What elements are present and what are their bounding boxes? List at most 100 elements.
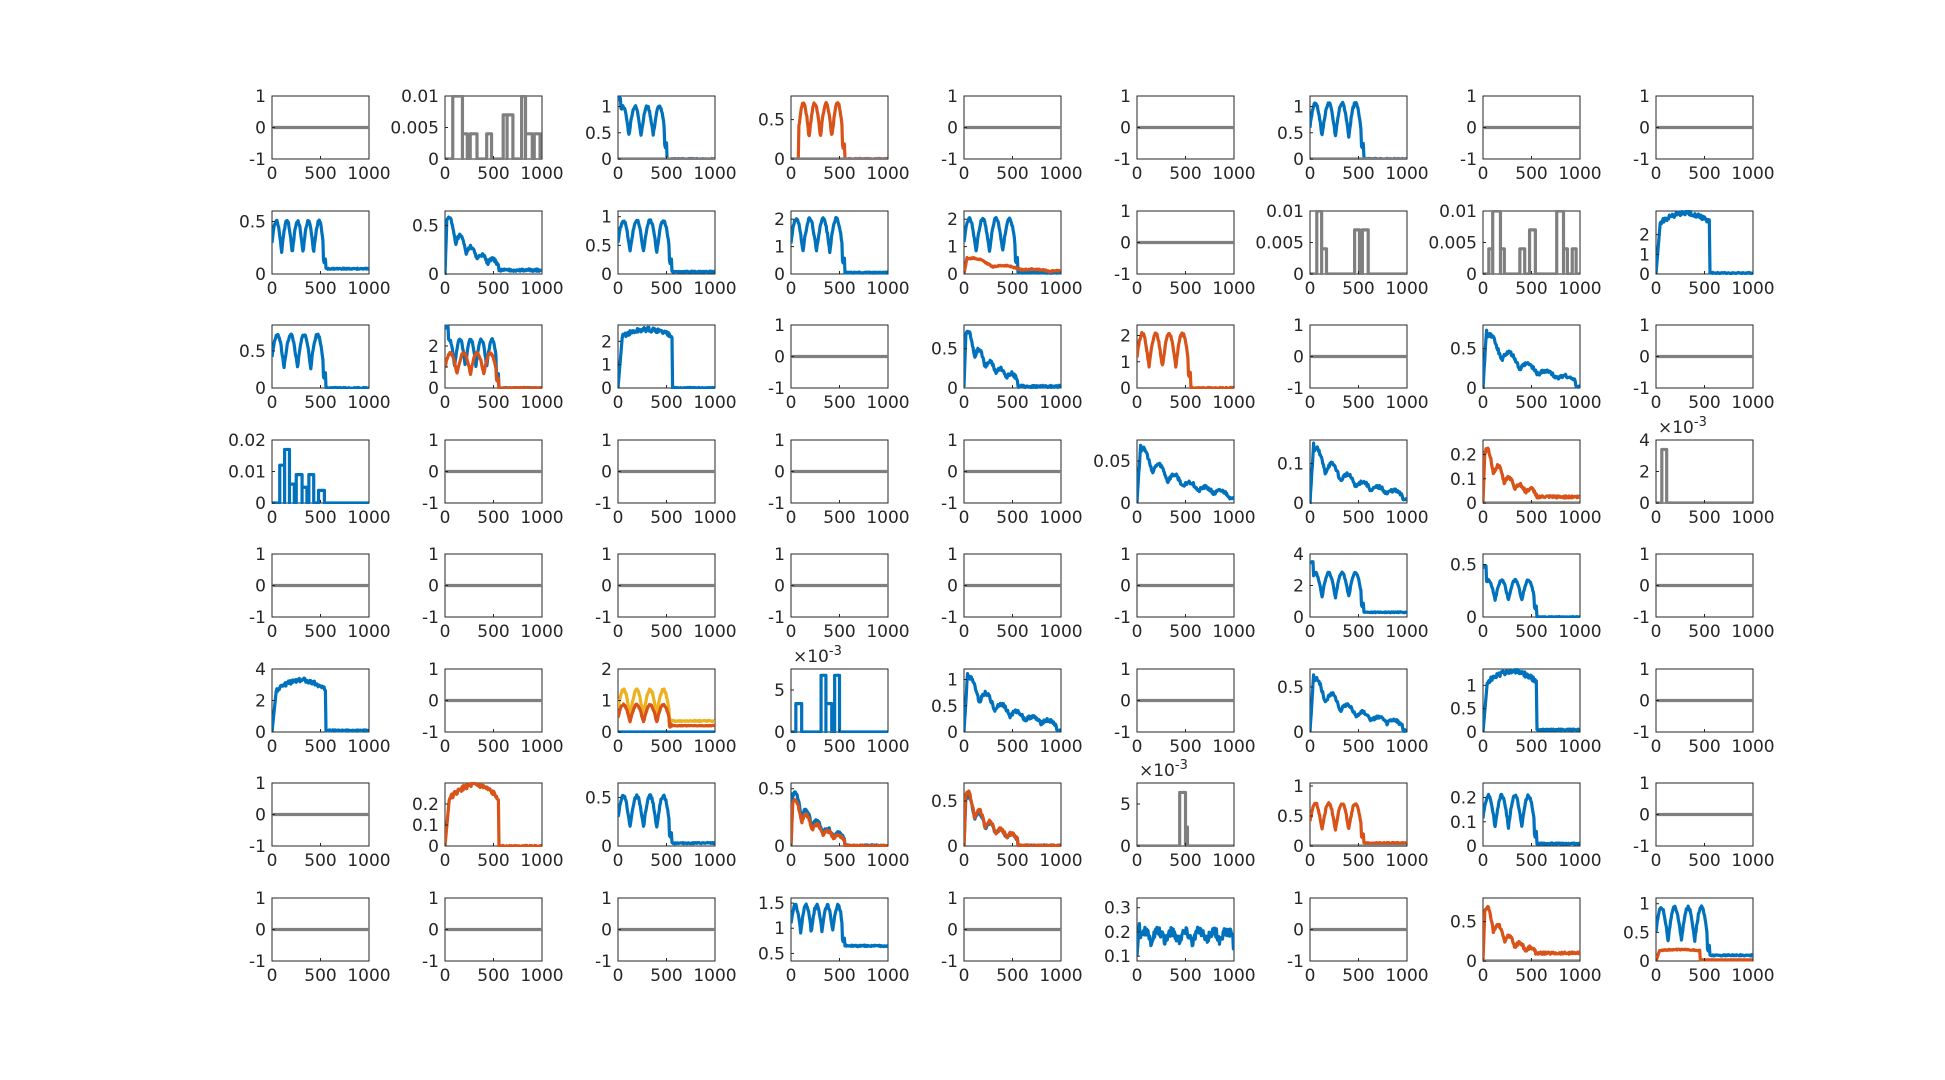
x-tick-label: 500 <box>823 279 855 299</box>
y-tick-label: 1 <box>1639 316 1650 336</box>
series-line-blue <box>1483 668 1580 733</box>
x-tick-label: 1000 <box>1385 966 1428 986</box>
subplot-r7-c5: 0 500 1000 0 0.5 <box>931 782 1083 871</box>
y-tick-label: -1 <box>768 608 785 628</box>
subplot-r6-c9: 0 500 1000-101 <box>1633 660 1775 757</box>
series-line-blue <box>1483 564 1580 618</box>
series-line-orange <box>964 255 1061 274</box>
x-tick-label: 0 <box>613 393 624 413</box>
x-tick-label: 0 <box>959 164 970 184</box>
y-tick-label: 0 <box>255 577 266 597</box>
y-tick-label: 1 <box>601 356 612 376</box>
y-tick-label: 1 <box>774 545 785 565</box>
y-tick-label: 0 <box>1466 494 1477 514</box>
subplot-r1-c1: 0 500 1000-101 <box>249 87 391 184</box>
x-tick-label: 0 <box>267 393 278 413</box>
y-tick-label: 1 <box>601 889 612 909</box>
y-tick-label: 0.5 <box>1450 913 1477 933</box>
y-tick-label: 0 <box>428 692 439 712</box>
subplot-r5-c5: 0 500 1000-101 <box>941 545 1083 642</box>
y-tick-label: -1 <box>1114 723 1131 743</box>
subplot-r3-c1: 0 500 1000 0 0.5 <box>239 324 391 413</box>
y-tick-label: 0 <box>1466 119 1477 139</box>
subplot-r7-c1: 0 500 1000-101 <box>249 774 391 871</box>
x-tick-label: 1000 <box>1385 393 1428 413</box>
y-tick-label: 1 <box>947 671 958 691</box>
y-tick-label: 1 <box>601 208 612 228</box>
x-tick-label: 0 <box>786 164 797 184</box>
y-tick-label: -1 <box>1633 150 1650 170</box>
x-tick-label: 1000 <box>347 622 390 642</box>
y-tick-label: 1 <box>1120 353 1131 373</box>
x-tick-label: 1000 <box>1039 508 1082 528</box>
subplot-r2-c3: 0 500 1000 0 0.5 1 <box>585 208 737 299</box>
x-tick-label: 0 <box>267 737 278 757</box>
y-tick-label: 0 <box>255 265 266 285</box>
y-tick-label: 2 <box>1639 463 1650 483</box>
y-tick-label: 0.5 <box>931 792 958 812</box>
x-tick-label: 0 <box>440 622 451 642</box>
y-tick-label: 0 <box>601 723 612 743</box>
x-tick-label: 0 <box>786 737 797 757</box>
y-tick-label: 0.1 <box>1104 947 1131 967</box>
series-line-orange <box>445 782 542 847</box>
x-tick-label: 0 <box>440 737 451 757</box>
x-tick-label: 1000 <box>1731 622 1774 642</box>
y-tick-label: 0 <box>1120 379 1131 399</box>
x-tick-label: 0 <box>613 966 624 986</box>
y-tick-label: 1 <box>428 545 439 565</box>
x-tick-label: 1000 <box>693 279 736 299</box>
y-tick-label: 1 <box>1639 87 1650 107</box>
x-tick-label: 0 <box>440 279 451 299</box>
x-tick-label: 0 <box>1651 164 1662 184</box>
y-tick-label: 0.5 <box>1277 678 1304 698</box>
x-tick-label: 0 <box>786 966 797 986</box>
y-tick-label: 0 <box>1293 921 1304 941</box>
y-tick-label: 0 <box>428 379 439 399</box>
y-tick-label: -1 <box>1460 150 1477 170</box>
y-tick-label: 0 <box>1639 265 1650 285</box>
y-tick-label: -1 <box>941 494 958 514</box>
x-tick-label: 0 <box>1478 622 1489 642</box>
subplot-r7-c9: 0 500 1000-101 <box>1633 774 1775 871</box>
x-tick-label: 500 <box>1515 508 1547 528</box>
y-tick-label: 0 <box>255 379 266 399</box>
x-tick-label: 0 <box>786 851 797 871</box>
y-tick-label: -1 <box>768 379 785 399</box>
y-tick-label: 0 <box>947 265 958 285</box>
y-tick-label: 0 <box>255 119 266 139</box>
y-tick-label: 0 <box>774 150 785 170</box>
x-tick-label: 1000 <box>347 851 390 871</box>
y-tick-label: 0.2 <box>1450 789 1477 809</box>
x-tick-label: 1000 <box>1558 737 1601 757</box>
x-tick-label: 1000 <box>1039 164 1082 184</box>
subplot-r8-c5: 0 500 1000-101 <box>941 889 1083 986</box>
subplot-r6-c3: 0 500 1000 0 1 2 <box>601 660 736 757</box>
y-tick-label: 0.5 <box>585 124 612 144</box>
axes-box <box>1482 324 1581 389</box>
y-tick-label: 0 <box>1120 234 1131 254</box>
y-tick-label: -1 <box>1114 265 1131 285</box>
y-tick-label: 2 <box>601 332 612 352</box>
y-tick-label: 0.5 <box>758 111 785 131</box>
series-line-blue <box>1137 443 1234 503</box>
subplot-r4-c7: 0 500 1000 0 0.1 <box>1277 439 1429 528</box>
series-line-orange <box>964 789 1061 847</box>
x-tick-label: 1000 <box>347 164 390 184</box>
subplot-r1-c4: 0 500 1000 0 0.5 <box>758 95 910 184</box>
y-tick-label: 0 <box>1120 119 1131 139</box>
y-tick-label: 0 <box>1639 692 1650 712</box>
series-line-blue <box>272 332 369 389</box>
x-tick-label: 1000 <box>1558 164 1601 184</box>
x-tick-label: 0 <box>1478 737 1489 757</box>
x-tick-label: 500 <box>1169 622 1201 642</box>
y-tick-label: 1 <box>1120 545 1131 565</box>
y-tick-label: 1 <box>774 431 785 451</box>
y-tick-label: 0 <box>1293 837 1304 857</box>
x-tick-label: 500 <box>1169 393 1201 413</box>
subplot-r2-c4: 0 500 1000 0 1 2 <box>774 210 909 299</box>
y-tick-label: 1 <box>1639 245 1650 265</box>
x-tick-label: 500 <box>823 851 855 871</box>
